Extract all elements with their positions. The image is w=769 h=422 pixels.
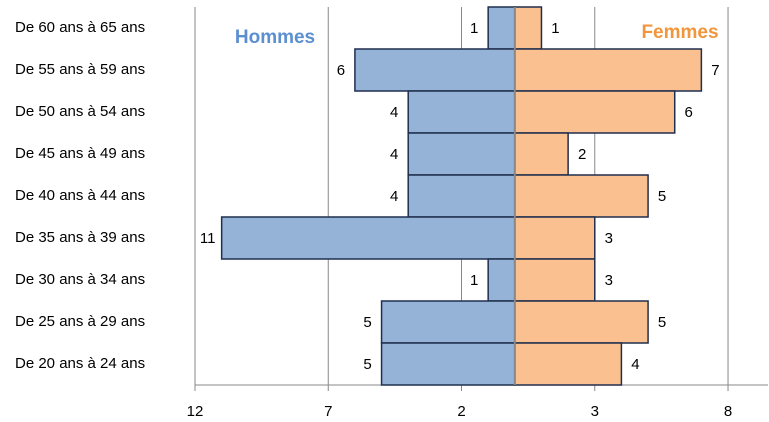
bar [220,216,516,260]
bar [514,90,676,134]
bar [407,132,516,176]
bar [514,6,543,50]
category-label: De 45 ans à 49 ans [15,145,145,162]
bar [514,132,569,176]
x-tick-label: 3 [591,403,599,420]
bar [407,90,516,134]
category-label: De 50 ans à 54 ans [15,103,145,120]
bar [354,48,516,92]
data-label: 4 [390,104,398,121]
bar [487,258,516,302]
data-label: 1 [470,20,478,37]
data-label: 7 [711,62,719,79]
bar [514,174,649,218]
bar [407,174,516,218]
data-label: 3 [605,272,613,289]
bar [514,342,623,386]
data-label: 1 [470,272,478,289]
category-label: De 55 ans à 59 ans [15,61,145,78]
x-tick-label: 12 [187,403,204,420]
data-label: 4 [390,146,398,163]
category-label: De 25 ans à 29 ans [15,313,145,330]
data-label: 4 [390,188,398,205]
data-label: 1 [551,20,559,37]
data-label: 6 [685,104,693,121]
category-label: De 60 ans à 65 ans [15,19,145,36]
bar [514,258,596,302]
data-label: 5 [363,314,371,331]
data-label: 5 [658,188,666,205]
data-label: 11 [200,230,216,247]
legend-hommes: Hommes [235,27,315,48]
x-tick-label: 8 [724,403,732,420]
bar [514,300,649,344]
legend-femmes: Femmes [641,22,718,43]
data-label: 4 [631,356,639,373]
data-label: 5 [658,314,666,331]
bar [514,216,596,260]
bar [380,342,516,386]
bar [514,48,703,92]
data-label: 5 [363,356,371,373]
bar [380,300,516,344]
data-label: 3 [605,230,613,247]
category-label: De 20 ans à 24 ans [15,355,145,372]
x-tick-label: 7 [324,403,332,420]
category-label: De 30 ans à 34 ans [15,271,145,288]
category-label: De 35 ans à 39 ans [15,229,145,246]
bar [487,6,516,50]
data-label: 2 [578,146,586,163]
data-label: 6 [337,62,345,79]
x-tick-label: 2 [457,403,465,420]
category-label: De 40 ans à 44 ans [15,187,145,204]
